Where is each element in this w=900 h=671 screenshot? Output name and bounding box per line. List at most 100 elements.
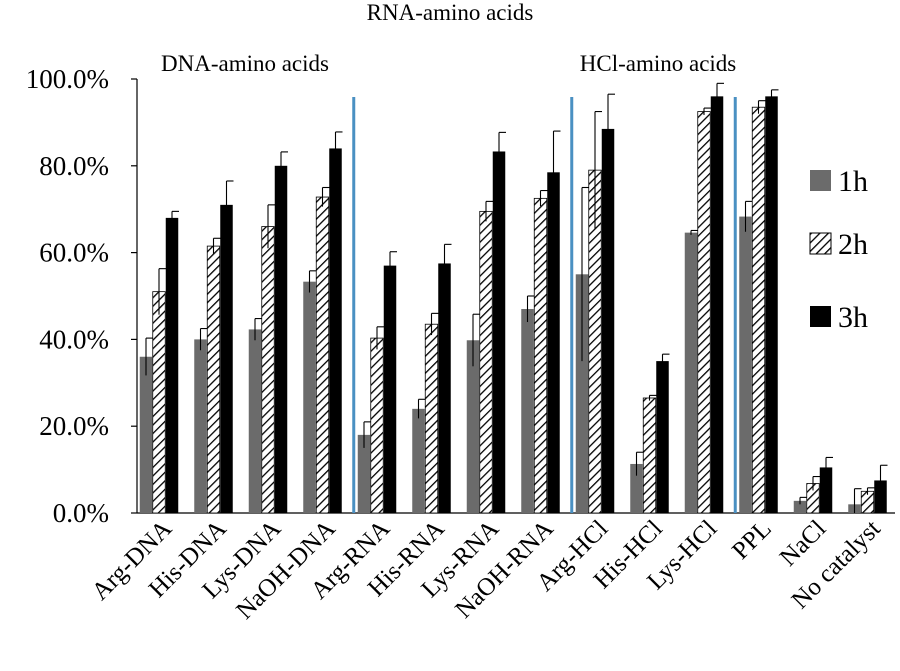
legend-label-3h: 3h [838,301,868,334]
bar-2h-arg-rna [370,337,384,514]
y-ticks: 0.0% 20.0% 40.0% 60.0% 80.0% 100.0% [26,64,137,528]
legend-swatch-1h [810,170,831,191]
error-bar-2h [158,268,166,315]
legend-swatch-2h [809,232,832,255]
bar-3h-his-hcl [656,361,669,513]
bar-3h-nacl [819,467,833,513]
error-bar-1h [417,398,426,419]
error-bar-2h [812,475,820,491]
legend: 1h 2h 3h [809,165,868,334]
bar-3h-naoh-dna [329,148,342,513]
legend-label-2h: 2h [838,228,868,261]
bar-2h-naoh-dna [315,196,330,514]
error-bar-1h [799,496,807,505]
x-tick-label: PPL [727,515,777,565]
y-tick-label: 100.0% [26,64,109,94]
error-bar-3h [825,456,833,478]
error-bar-1h [145,337,153,376]
bar-3h-arg-rna [383,265,397,513]
bar-3h-naoh-rna [547,172,560,513]
legend-swatch-3h [810,306,831,327]
error-bar-2h [866,487,875,495]
bar-1h-his-dna [194,339,207,513]
bar-1h-arg-hcl [575,274,589,513]
error-bar-3h [225,180,234,229]
error-bar-1h [690,229,698,235]
bar-2h-his-rna [424,323,439,514]
error-bar-3h [171,210,179,225]
error-bar-2h [267,204,275,249]
bar-3h-lys-rna [492,151,506,513]
bar-1h-ppl [739,216,752,513]
error-bar-2h [648,394,657,401]
error-bar-1h [635,451,644,476]
bar-1h-arg-rna [357,434,371,513]
bar-2h-lys-rna [479,210,493,514]
error-bar-2h [703,107,711,116]
error-bar-2h [485,200,493,222]
bar-3h-no-catalyst [874,480,887,513]
x-tick-labels: Arg-DNAHis-DNALys-DNANaOH-DNAArg-RNAHis-… [87,515,886,624]
bar-1h-lys-dna [248,329,262,513]
error-bar-1h [581,186,589,362]
error-bar-1h [744,200,753,232]
error-bar-1h [308,270,317,293]
bar-2h-lys-dna [261,226,275,514]
bar-2h-arg-dna [152,291,166,514]
bar-1h-nacl [793,500,807,513]
error-bar-3h [607,93,615,164]
bar-3h-lys-dna [274,165,288,514]
bar-2h-ppl [751,106,766,514]
bar-2h-naoh-rna [533,197,548,514]
error-bar-3h [334,131,343,165]
legend-label-1h: 1h [838,165,868,198]
error-bar-2h [539,189,548,207]
y-tick-label: 60.0% [39,238,109,268]
bar-1h-his-hcl [630,463,643,513]
bar-2h-his-hcl [642,397,657,514]
group-label: HCl-amino acids [580,51,737,76]
error-bar-1h [254,318,262,341]
error-bar-1h [853,488,862,513]
group-labels: DNA-amino acids RNA-amino acids HCl-amino … [161,0,736,76]
error-bar-3h [443,243,452,283]
error-bar-2h [594,111,602,229]
bar-2h-lys-hcl [697,111,711,514]
group-label: DNA-amino acids [161,51,329,76]
y-tick-label: 40.0% [39,324,109,354]
bar-3h-arg-dna [165,217,179,513]
error-bar-2h [212,237,221,254]
error-bar-1h [526,295,535,323]
error-bar-2h [321,186,330,207]
bar-1h-naoh-rna [521,309,534,513]
error-bar-3h [770,89,779,103]
bars [139,82,888,514]
group-separators [352,97,737,513]
error-bar-3h [389,251,397,280]
bar-1h-lys-rna [466,340,480,513]
bar-1h-lys-hcl [684,232,698,514]
bar-1h-his-rna [412,408,425,513]
error-bar-1h [472,313,480,367]
error-bar-3h [661,353,670,369]
bar-3h-his-dna [220,204,233,514]
bar-1h-naoh-dna [303,281,316,513]
error-bar-1h [199,327,208,351]
error-bar-1h [363,421,371,448]
error-bar-2h [430,312,439,336]
error-bar-3h [552,130,561,214]
bar-1h-arg-dna [139,356,153,513]
y-tick-label: 20.0% [39,411,109,441]
group-label: RNA-amino acids [367,0,534,25]
error-bar-3h [716,82,724,110]
bar-3h-his-rna [438,263,451,513]
bar-3h-ppl [765,96,778,514]
y-tick-label: 0.0% [53,498,109,528]
error-bar-2h [376,326,384,350]
bar-2h-his-dna [206,245,221,514]
bar-3h-lys-hcl [710,96,724,514]
y-tick-label: 80.0% [39,151,109,181]
error-bar-2h [757,100,766,114]
error-bar-3h [498,131,506,171]
